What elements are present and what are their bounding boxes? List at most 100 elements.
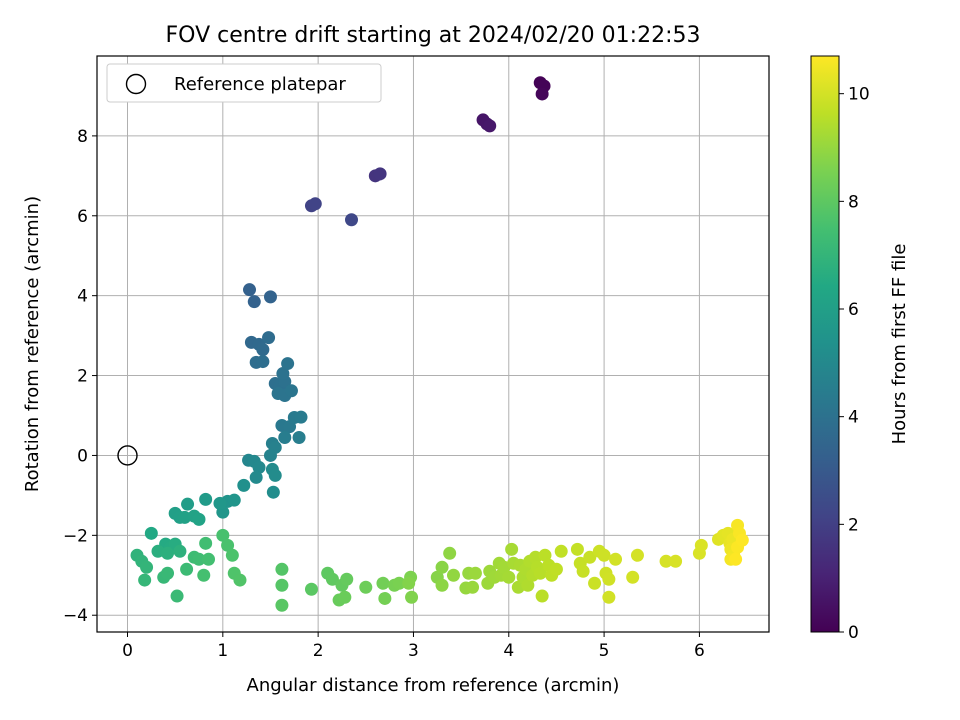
y-axis-label: Rotation from reference (arcmin) [22,196,43,492]
data-point [252,460,266,474]
data-points [117,76,749,612]
data-point [729,552,743,566]
y-tick-label: 6 [77,207,88,227]
y-tick-label: 0 [77,446,88,466]
legend: Reference platepar [106,63,382,103]
data-point [275,598,289,612]
data-point [570,542,584,556]
data-point [549,562,563,576]
data-point [405,590,419,604]
data-point [181,497,195,511]
data-point [237,478,251,492]
data-point [216,528,230,542]
data-point [281,357,295,371]
data-point [468,566,482,580]
data-point [263,290,277,304]
colorbar-tick-label: 8 [848,192,859,212]
data-point [199,536,213,550]
data-point [583,550,597,564]
data-point [294,410,308,424]
x-tick-label: 5 [599,641,610,661]
grid-lines [97,56,769,632]
x-tick-label: 3 [408,641,419,661]
data-point [275,578,289,592]
colorbar-tick-label: 4 [848,408,859,428]
data-point [538,548,552,562]
colorbar-ticks: 0 2 4 6 8 10 [839,85,870,643]
data-point [735,533,749,547]
data-point [173,544,187,558]
data-point [483,119,497,133]
data-point [263,448,277,462]
data-point [140,560,154,574]
x-tick-label: 6 [694,641,705,661]
data-point [659,554,673,568]
colorbar-tick-label: 10 [848,85,870,105]
data-point [227,493,241,507]
data-point [308,197,322,211]
x-axis-ticks: 0 1 2 3 4 5 6 [122,632,705,661]
data-point [338,590,352,604]
data-point [197,568,211,582]
data-point [178,510,192,524]
data-point [213,496,227,510]
data-point [609,552,623,566]
data-point [554,544,568,558]
data-point [202,552,216,566]
data-point [373,167,387,181]
data-point [340,572,354,586]
data-point [278,430,292,444]
data-point [345,213,359,227]
data-point [535,589,549,603]
y-tick-label: 4 [77,287,88,307]
colorbar-label: Hours from first FF file [889,244,910,445]
legend-box [106,63,382,103]
colorbar-tick-label: 6 [848,300,859,320]
data-point [376,576,390,590]
data-point [247,295,261,309]
data-point [597,548,611,562]
data-point [435,560,449,574]
chart-title: FOV centre drift starting at 2024/02/20 … [166,23,701,48]
data-point [304,582,318,596]
data-point [180,562,194,576]
colorbar: 0 2 4 6 8 10 Hours from first FF file [810,55,910,643]
data-point [161,546,175,560]
data-point [276,367,290,381]
data-point [694,538,708,552]
data-point [249,470,263,484]
data-point [576,564,590,578]
data-point [505,542,519,556]
legend-reference-label: Reference platepar [174,74,346,95]
data-point [325,572,339,586]
data-point [502,570,516,584]
data-point [199,492,213,506]
data-point [256,355,270,369]
data-point [359,580,373,594]
data-point [602,572,616,586]
data-point [521,578,535,592]
data-point [284,384,298,398]
x-tick-label: 4 [503,641,514,661]
reference-platepar-marker [117,445,138,466]
colorbar-tick-label: 2 [848,515,859,535]
x-tick-label: 1 [217,641,228,661]
data-point [292,430,306,444]
data-point [243,283,257,297]
data-point [466,580,480,594]
data-point [262,331,276,345]
data-point [192,512,206,526]
x-tick-label: 2 [313,641,324,661]
data-point [669,554,683,568]
y-tick-label: −4 [63,606,88,626]
data-point [266,485,280,499]
data-point [535,87,549,101]
y-tick-label: 2 [77,367,88,387]
data-point [144,526,158,540]
data-point [533,566,547,580]
data-point [402,576,416,590]
data-point [256,343,270,357]
legend-reference-marker [125,73,147,95]
colorbar-tick-label: 0 [848,623,859,643]
